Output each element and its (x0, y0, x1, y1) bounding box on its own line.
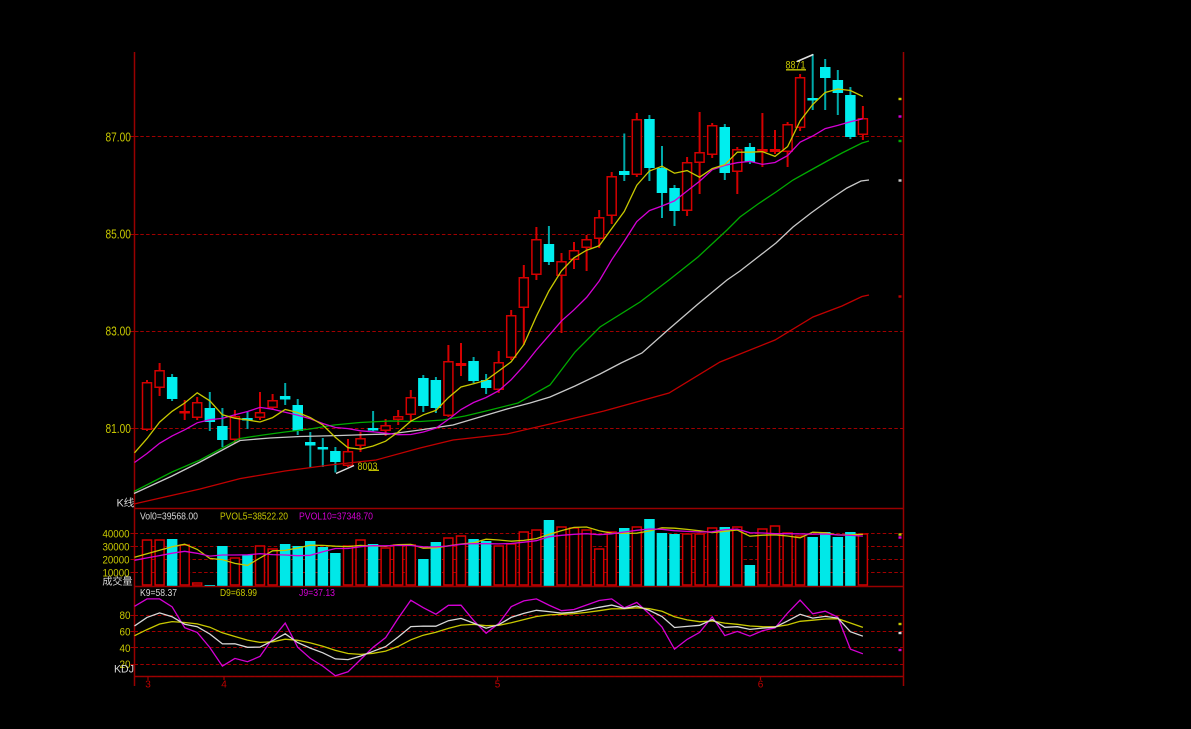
svg-text:D9=68.99: D9=68.99 (220, 588, 257, 599)
svg-text:K: K (117, 498, 125, 510)
svg-text:10000: 10000 (103, 568, 130, 580)
svg-text:PVOL10=37348.70: PVOL10=37348.70 (299, 512, 373, 523)
svg-text:30000: 30000 (103, 541, 130, 553)
svg-text:PVOL5=38522.20: PVOL5=38522.20 (220, 512, 288, 523)
svg-text:3: 3 (145, 680, 151, 691)
svg-text:40: 40 (120, 643, 131, 655)
svg-text:60: 60 (120, 627, 131, 639)
svg-text:40000: 40000 (103, 528, 130, 540)
svg-text:8003: 8003 (358, 461, 378, 473)
svg-text:J9=37.13: J9=37.13 (299, 588, 335, 599)
svg-text:K9=58.37: K9=58.37 (140, 588, 177, 599)
svg-text:81.00: 81.00 (106, 421, 131, 436)
svg-text:20000: 20000 (103, 555, 130, 567)
svg-text:4: 4 (221, 680, 227, 691)
svg-text:83.00: 83.00 (106, 324, 131, 339)
svg-text:80: 80 (120, 610, 131, 622)
svg-text:6: 6 (758, 680, 764, 691)
svg-text:87.00: 87.00 (106, 129, 131, 144)
svg-text:KDJ: KDJ (114, 664, 134, 676)
svg-text:20: 20 (120, 659, 131, 671)
svg-text:85.00: 85.00 (106, 227, 131, 242)
svg-text:5: 5 (495, 680, 501, 691)
svg-text:8871: 8871 (786, 59, 806, 71)
svg-text:Vol0=39568.00: Vol0=39568.00 (140, 512, 198, 523)
